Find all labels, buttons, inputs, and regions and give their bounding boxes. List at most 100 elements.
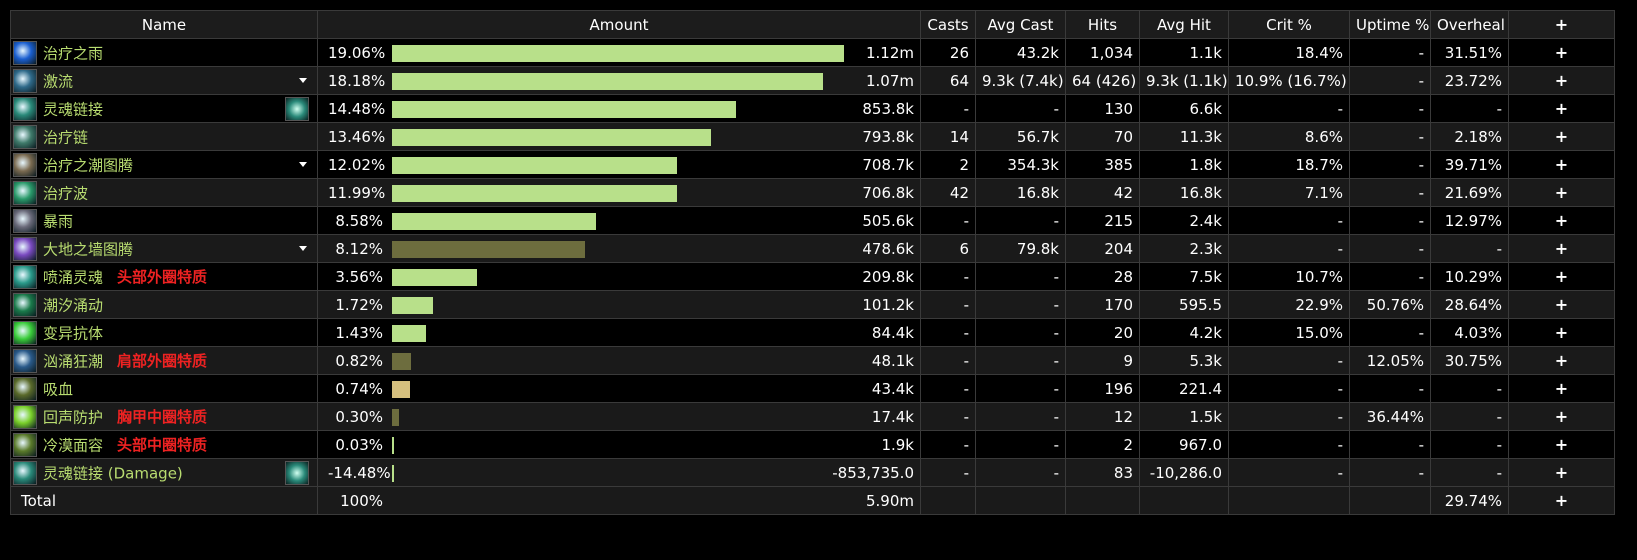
avg-cast-cell: - [975, 206, 1066, 235]
spell-name-cell[interactable]: 变异抗体 [10, 318, 318, 347]
crit-cell: - [1228, 346, 1350, 375]
avg-cast-cell: - [975, 374, 1066, 403]
expand-row-button[interactable]: + [1508, 66, 1615, 95]
expand-row-button[interactable]: + [1508, 346, 1615, 375]
table-row[interactable]: 治疗链 13.46% 793.8k 14 56.7k 70 11.3k 8.6% -2.18% + [10, 122, 1615, 151]
expand-row-button[interactable]: + [1508, 318, 1615, 347]
expand-row-button[interactable]: + [1508, 234, 1615, 263]
expand-row-button[interactable]: + [1508, 430, 1615, 459]
spell-name-cell[interactable]: 治疗波 [10, 178, 318, 207]
spell-name-cell[interactable]: 潮汐涌动 [10, 290, 318, 319]
amount-bar [392, 437, 394, 454]
overheal-cell: - [1430, 402, 1509, 431]
spell-icon [13, 432, 37, 457]
table-row[interactable]: 回声防护 胸甲中圈特质 0.30% 17.4k - -12 1.5k -36.44% - + [10, 402, 1615, 431]
expand-row-button[interactable]: + [1508, 290, 1615, 319]
expand-row-button[interactable]: + [1508, 458, 1615, 487]
avg-hit-cell: 1.5k [1139, 402, 1229, 431]
casts-cell: - [920, 374, 976, 403]
header-casts[interactable]: Casts [920, 10, 976, 39]
spell-name-cell[interactable]: 回声防护 胸甲中圈特质 [10, 402, 318, 431]
spell-name-cell[interactable]: 吸血 [10, 374, 318, 403]
expand-row-button[interactable]: + [1508, 206, 1615, 235]
amount-value: 478.6k [862, 240, 914, 258]
total-avg-cast-cell [975, 486, 1066, 515]
casts-cell: 6 [920, 234, 976, 263]
table-row[interactable]: 潮汐涌动 1.72% 101.2k - -170 595.5 22.9% 50.76% 28.6… [10, 290, 1615, 319]
total-amount-cell: 100% 5.90m [317, 486, 921, 515]
crit-cell: 10.9% (16.7%) [1228, 66, 1350, 95]
spell-name-cell[interactable]: 汹涌狂潮 肩部外圈特质 [10, 346, 318, 375]
table-row[interactable]: 治疗之潮图腾 12.02% 708.7k 2 354.3k 385 1.8k 18.7% -39… [10, 150, 1615, 179]
table-row[interactable]: 冷漠面容 头部中圈特质 0.03% 1.9k - -2 967.0- - - + [10, 430, 1615, 459]
header-name[interactable]: Name [10, 10, 318, 39]
expand-row-button[interactable]: + [1508, 178, 1615, 207]
table-row[interactable]: 治疗波 11.99% 706.8k 42 16.8k 42 16.8k 7.1% -21.69%… [10, 178, 1615, 207]
header-avg-cast[interactable]: Avg Cast [975, 10, 1066, 39]
expand-caret-icon[interactable] [299, 246, 307, 251]
hits-cell: 196 [1065, 374, 1140, 403]
header-hits[interactable]: Hits [1065, 10, 1140, 39]
table-row[interactable]: 灵魂链接 14.48% 853.8k - -130 6.6k - - - + [10, 94, 1615, 123]
spell-name: 大地之墙图腾 [43, 240, 134, 258]
spell-name-cell[interactable]: 治疗之潮图腾 [10, 150, 318, 179]
amount-value: 1.12m [865, 44, 914, 62]
amount-percent: 0.30% [335, 408, 383, 426]
spell-name-cell[interactable]: 灵魂链接 (Damage) [10, 458, 318, 487]
avg-hit-cell: 5.3k [1139, 346, 1229, 375]
table-row[interactable]: 暴雨 8.58% 505.6k - -215 2.4k - -12.97% + [10, 206, 1615, 235]
spell-icon [13, 348, 37, 373]
expand-row-button[interactable]: + [1508, 262, 1615, 291]
spell-icon [13, 152, 37, 177]
trait-tag: 头部外圈特质 [117, 268, 208, 286]
spell-name: 汹涌狂潮 [43, 352, 104, 370]
spell-name-cell[interactable]: 暴雨 [10, 206, 318, 235]
table-row[interactable]: 大地之墙图腾 8.12% 478.6k 6 79.8k 204 2.3k - - - + [10, 234, 1615, 263]
casts-cell: - [920, 458, 976, 487]
casts-cell: - [920, 318, 976, 347]
amount-percent: 18.18% [328, 72, 386, 90]
expand-caret-icon[interactable] [299, 162, 307, 167]
table-row[interactable]: 吸血 0.74% 43.4k - -196 221.4- - - + [10, 374, 1615, 403]
uptime-cell: - [1349, 234, 1431, 263]
spell-icon [13, 124, 37, 149]
spell-name-cell[interactable]: 激流 [10, 66, 318, 95]
header-overheal[interactable]: Overheal [1430, 10, 1509, 39]
table-row[interactable]: 汹涌狂潮 肩部外圈特质 0.82% 48.1k - -9 5.3k -12.05% 30.75%… [10, 346, 1615, 375]
table-row[interactable]: 治疗之雨 19.06% 1.12m 26 43.2k 1,034 1.1k 18.4% -31.… [10, 38, 1615, 67]
spell-name-cell[interactable]: 大地之墙图腾 [10, 234, 318, 263]
spell-name-cell[interactable]: 治疗链 [10, 122, 318, 151]
hits-cell: 83 [1065, 458, 1140, 487]
table-row[interactable]: 喷涌灵魂 头部外圈特质 3.56% 209.8k - -28 7.5k 10.7% -10.29… [10, 262, 1615, 291]
expand-row-button[interactable]: + [1508, 150, 1615, 179]
amount-cell: 14.48% 853.8k [317, 94, 921, 123]
expand-row-button[interactable]: + [1508, 38, 1615, 67]
expand-caret-icon[interactable] [299, 78, 307, 83]
hits-cell: 28 [1065, 262, 1140, 291]
table-row[interactable]: 激流 18.18% 1.07m 64 9.3k (7.4k) 64 (426) 9.3k (… [10, 66, 1615, 95]
total-expand-button[interactable]: + [1508, 486, 1615, 515]
header-avg-hit[interactable]: Avg Hit [1139, 10, 1229, 39]
total-crit-cell [1228, 486, 1350, 515]
table-row[interactable]: 灵魂链接 (Damage) -14.48% -853,735.0- -83 -10,28… [10, 458, 1615, 487]
spell-name: 治疗波 [43, 184, 89, 202]
spell-name-cell[interactable]: 冷漠面容 头部中圈特质 [10, 430, 318, 459]
expand-row-button[interactable]: + [1508, 402, 1615, 431]
header-uptime[interactable]: Uptime % [1349, 10, 1431, 39]
expand-row-button[interactable]: + [1508, 94, 1615, 123]
amount-value: 84.4k [871, 324, 914, 342]
header-crit[interactable]: Crit % [1228, 10, 1350, 39]
spell-name: 灵魂链接 (Damage) [43, 464, 183, 482]
amount-value: 708.7k [862, 156, 914, 174]
header-amount[interactable]: Amount [317, 10, 921, 39]
expand-row-button[interactable]: + [1508, 122, 1615, 151]
expand-all-button[interactable]: + [1508, 10, 1615, 39]
overheal-cell: - [1430, 374, 1509, 403]
spell-name-cell[interactable]: 治疗之雨 [10, 38, 318, 67]
spell-name-cell[interactable]: 喷涌灵魂 头部外圈特质 [10, 262, 318, 291]
avg-cast-cell: - [975, 458, 1066, 487]
avg-cast-cell: - [975, 402, 1066, 431]
spell-name-cell[interactable]: 灵魂链接 [10, 94, 318, 123]
table-row[interactable]: 变异抗体 1.43% 84.4k - -20 4.2k 15.0% -4.03% + [10, 318, 1615, 347]
expand-row-button[interactable]: + [1508, 374, 1615, 403]
